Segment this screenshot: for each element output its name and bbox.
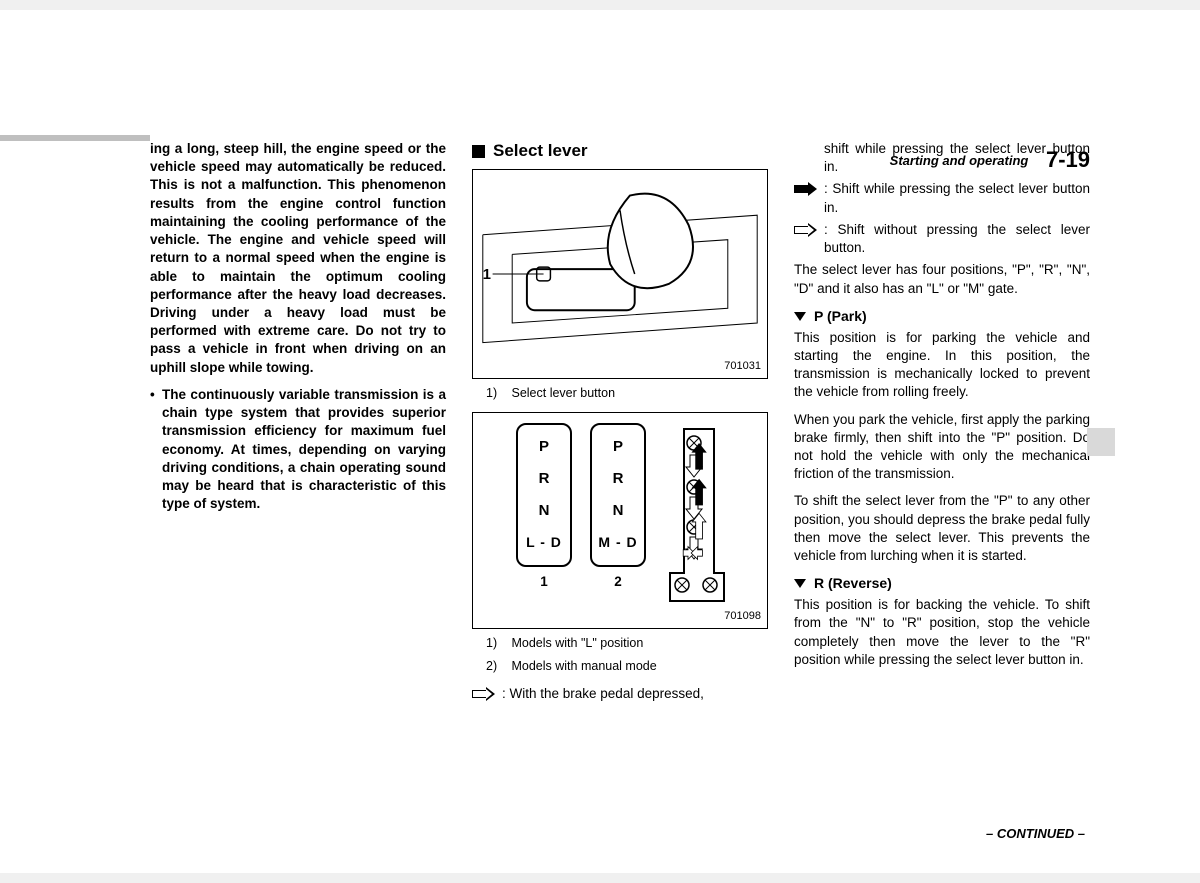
triangle-down-icon — [794, 312, 806, 321]
manual-page: Starting and operating 7-19 ing a long, … — [0, 10, 1200, 873]
heading-text: Select lever — [493, 140, 588, 163]
cap2b-text: Models with manual mode — [511, 659, 656, 673]
arrow-white-icon-2 — [794, 223, 820, 237]
figure-gate-diagram: P R N L - D 1 P R N M - D — [472, 412, 768, 629]
legend-white-text: : With the brake pedal depressed, — [502, 685, 768, 703]
reverse-title: R (Reverse) — [814, 574, 892, 593]
svg-text:1: 1 — [483, 267, 491, 283]
gate-1: P R N L - D — [516, 423, 572, 567]
caption-2b: 2) Models with manual mode — [486, 658, 768, 675]
column-1: ing a long, steep hill, the engine speed… — [150, 140, 446, 833]
gate2-n: N — [592, 495, 644, 527]
figure1-id: 701031 — [724, 359, 761, 374]
legend-white-brake: : With the brake pedal depressed, — [472, 685, 768, 703]
cap2a-text: Models with "L" position — [511, 636, 643, 650]
select-lever-heading: Select lever — [472, 140, 768, 163]
park-para1: This position is for parking the vehicle… — [794, 329, 1090, 402]
heading-park: P (Park) — [794, 307, 1090, 326]
park-title: P (Park) — [814, 307, 867, 326]
col1-para2: The continuously variable transmission i… — [162, 386, 446, 514]
reverse-para1: This position is for backing the vehicle… — [794, 596, 1090, 669]
col1-para2-row: • The continuously variable transmission… — [150, 386, 446, 523]
gate-2: P R N M - D — [590, 423, 646, 567]
gate2-r: R — [592, 463, 644, 495]
lever-svg: 1 — [473, 170, 767, 378]
caption-2a: 1) Models with "L" position — [486, 635, 768, 652]
continued-marker: – CONTINUED – — [986, 825, 1085, 843]
arrow-white-icon — [472, 687, 498, 701]
legend-black: : Shift while pressing the select lever … — [794, 180, 1090, 216]
gate1-num: 1 — [516, 573, 572, 591]
gate2-num: 2 — [590, 573, 646, 591]
page-header: Starting and operating 7-19 — [890, 145, 1090, 175]
bullet-dot-icon: • — [150, 386, 162, 523]
cap2b-num: 2) — [486, 658, 508, 675]
cap2a-num: 1) — [486, 635, 508, 652]
caption-1: 1) Select lever button — [486, 385, 768, 402]
thumb-tab — [1087, 428, 1115, 456]
legend-black-text: : Shift while pressing the select lever … — [824, 180, 1090, 216]
gate-box: P R N L - D 1 P R N M - D — [473, 413, 767, 628]
legend-white2-text: : Shift without pressing the select leve… — [824, 221, 1090, 257]
gate2-md: M - D — [592, 527, 644, 559]
figure-lever-illustration: 1 701031 — [472, 169, 768, 379]
gate1-ld: L - D — [518, 527, 570, 559]
column-2: Select lever 1 701031 1) Select lever bu… — [472, 140, 768, 833]
col1-para1: ing a long, steep hill, the engine speed… — [150, 140, 446, 377]
gate1-r: R — [518, 463, 570, 495]
cap1-text: Select lever button — [511, 386, 615, 400]
park-para2: When you park the vehicle, first apply t… — [794, 411, 1090, 484]
top-rule-decoration — [0, 135, 150, 141]
arrow-black-icon — [794, 182, 820, 196]
legend-white2: : Shift without pressing the select leve… — [794, 221, 1090, 257]
gate1-n: N — [518, 495, 570, 527]
chapter-title: Starting and operating — [890, 153, 1029, 168]
content-columns: ing a long, steep hill, the engine speed… — [150, 140, 1090, 833]
heading-reverse: R (Reverse) — [794, 574, 1090, 593]
square-bullet-icon — [472, 145, 485, 158]
intro-para: The select lever has four positions, "P"… — [794, 261, 1090, 297]
gate2-p: P — [592, 431, 644, 463]
column-3: shift while pressing the select lever bu… — [794, 140, 1090, 833]
triangle-down-icon-2 — [794, 579, 806, 588]
shift-arrows-column — [664, 423, 724, 624]
figure2-id: 701098 — [724, 609, 761, 624]
gate1-p: P — [518, 431, 570, 463]
page-number: 7-19 — [1046, 147, 1090, 172]
park-para3: To shift the select lever from the "P" t… — [794, 492, 1090, 565]
cap1-num: 1) — [486, 385, 508, 402]
shift-arrows-svg — [666, 425, 726, 605]
